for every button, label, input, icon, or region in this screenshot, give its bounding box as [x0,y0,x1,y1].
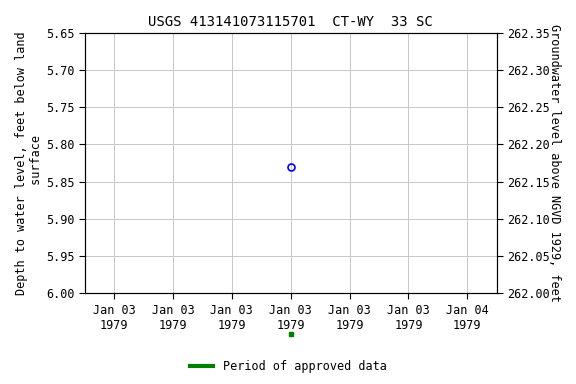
Y-axis label: Depth to water level, feet below land
 surface: Depth to water level, feet below land su… [15,31,43,295]
Y-axis label: Groundwater level above NGVD 1929, feet: Groundwater level above NGVD 1929, feet [548,24,561,302]
Title: USGS 413141073115701  CT-WY  33 SC: USGS 413141073115701 CT-WY 33 SC [149,15,433,29]
Legend: Period of approved data: Period of approved data [185,356,391,378]
